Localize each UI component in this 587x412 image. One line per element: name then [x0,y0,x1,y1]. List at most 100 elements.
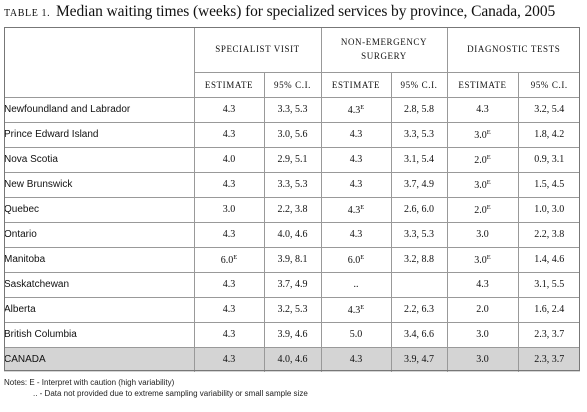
table-row: CANADA 4.3 4.0, 4.6 4.3 3.9, 4.7 3.0 2.3, 3.7 [4,346,581,372]
cell-value: 4.3 [349,179,363,190]
cell-value: 4.0, 4.6 [277,354,308,366]
province-name: CANADA [4,346,194,372]
diagnostic-estimate: 3.0E [446,171,518,197]
table-row: Newfoundland and Labrador 4.3 3.3, 5.3 4.3E… [4,96,581,122]
variability-flag: E [360,103,365,111]
cell-value: 3.2, 5.4 [534,104,565,115]
table-row: Prince Edward Island 4.3 3.0, 5.6 4.3 3.3, 5… [4,121,581,147]
table-body: Newfoundland and Labrador 4.3 3.3, 5.3 4.3E… [4,96,581,372]
cell-value: 2.2, 6.3 [404,304,434,315]
variability-flag: E [486,253,491,261]
specialist-estimate: 3.0 [193,196,264,222]
surgery-ci: 3.3, 5.3 [390,221,447,247]
cell-value: 3.1, 5.4 [404,154,434,165]
specialist-ci: 3.9, 8.1 [263,246,321,272]
surgery-ci: 2.2, 6.3 [390,296,447,322]
specialist-ci: 3.0, 5.6 [263,121,321,147]
cell-value: 2.3, 3.7 [534,329,565,340]
cell-value: 2.3, 3.7 [534,354,565,366]
note-caution: Notes: E - Interpret with caution (high … [4,378,175,387]
province-name: Nova Scotia [4,146,194,172]
cell-value: 3.9, 8.1 [277,254,308,265]
cell-value: 4.3 [349,354,363,366]
table-row: New Brunswick 4.3 3.3, 5.3 4.3 3.7, 4.9 3.0E 1… [4,171,581,197]
surgery-estimate: 5.0 [320,321,391,347]
cell-value: 3.0 [476,329,489,340]
cell-value: 4.3 [222,279,236,290]
variability-flag: E [360,203,365,211]
cell-value: 4.3 [347,204,361,216]
cell-value: 3.2, 5.3 [277,304,308,315]
table-label: TABLE 1. [4,8,51,19]
cell-value: 4.3 [222,129,236,140]
specialist-estimate: 4.3 [193,96,264,122]
specialist-ci: 4.0, 4.6 [263,221,321,247]
table-row: Ontario 4.3 4.0, 4.6 4.3 3.3, 5.3 3.0 2.2, 3.8 [4,221,581,247]
diagnostic-ci: 2.2, 3.8 [517,221,581,247]
subheader-estimate: ESTIMATE [193,71,264,97]
cell-value: 3.0 [222,204,236,215]
cell-value: 4.0, 4.6 [277,229,308,240]
province-name: Quebec [4,196,194,222]
diagnostic-estimate: 3.0E [446,246,518,272]
surgery-estimate: 4.3E [320,96,391,122]
surgery-estimate: 4.3 [320,346,391,372]
cell-value: 3.2, 8.8 [404,254,434,265]
cell-value: 3.3, 5.3 [404,229,434,240]
surgery-ci: 3.9, 4.7 [390,346,447,372]
subheader-ci: 95% C.I. [390,71,447,97]
subheader-ci: 95% C.I. [517,71,581,97]
subheader-ci: 95% C.I. [263,71,321,97]
province-name: Manitoba [4,246,194,272]
cell-value: 3.7, 4.9 [404,179,434,190]
cell-value: 1.5, 4.5 [534,179,565,190]
table-row: Saskatchewan 4.3 3.7, 4.9.. 4.3 3.1, 5.5 [4,271,581,297]
diagnostic-estimate: 2.0E [446,146,518,172]
header-non-emergency-surgery: NON-EMERGENCY SURGERY [320,27,447,72]
specialist-ci: 2.2, 3.8 [263,196,321,222]
specialist-estimate: 4.3 [193,171,264,197]
surgery-estimate: .. [320,271,391,297]
surgery-estimate: 4.3 [320,146,391,172]
diagnostic-ci: 2.3, 3.7 [517,346,581,372]
surgery-ci: 2.6, 6.0 [390,196,447,222]
specialist-estimate: 4.3 [193,221,264,247]
diagnostic-estimate: 3.0 [446,346,518,372]
diagnostic-estimate: 3.0E [446,121,518,147]
specialist-estimate: 4.3 [193,271,264,297]
cell-value: 3.4, 6.6 [404,329,434,340]
table-frame [4,27,580,371]
cell-value: 2.2, 3.8 [277,204,308,215]
surgery-ci: 3.3, 5.3 [390,121,447,147]
cell-value: 3.9, 4.6 [277,329,308,340]
province-name: Saskatchewan [4,271,194,297]
province-name: Newfoundland and Labrador [4,96,194,122]
subheader-estimate: ESTIMATE [320,71,391,97]
header-specialist-visit: SPECIALIST VISIT [193,27,321,72]
header-non-emergency-surgery-text: NON-EMERGENCY SURGERY [340,37,428,62]
diagnostic-ci: 0.9, 3.1 [517,146,581,172]
specialist-ci: 3.7, 4.9 [263,271,321,297]
diagnostic-ci: 1.5, 4.5 [517,171,581,197]
cell-value: 6.0 [347,254,361,266]
cell-value: 2.8, 5.8 [404,104,434,115]
cell-value: 3.0 [474,129,487,141]
surgery-ci: 3.2, 8.8 [390,246,447,272]
table-notes: Notes: E - Interpret with caution (high … [4,377,587,399]
table-row: Alberta 4.3 3.2, 5.3 4.3E 2.2, 6.3 2.0 1.6, 2.… [4,296,581,322]
cell-value: 4.3 [222,179,236,190]
cell-value: 3.3, 5.3 [277,104,308,115]
cell-value: 2.9, 5.1 [277,154,308,165]
cell-value: 3.0 [476,229,489,240]
variability-flag: E [360,303,365,311]
cell-value: 3.3, 5.3 [277,179,308,190]
table-row: British Columbia 4.3 3.9, 4.6 5.0 3.4, 6.6 3.… [4,321,581,347]
province-name: British Columbia [4,321,194,347]
surgery-estimate: 4.3E [320,296,391,322]
cell-value: 3.1, 5.5 [534,279,565,290]
province-name: Alberta [4,296,194,322]
cell-value: 0.9, 3.1 [534,154,565,165]
diagnostic-estimate: 3.0 [446,321,518,347]
subheader-estimate: ESTIMATE [446,71,518,97]
surgery-estimate: 6.0E [320,246,391,272]
